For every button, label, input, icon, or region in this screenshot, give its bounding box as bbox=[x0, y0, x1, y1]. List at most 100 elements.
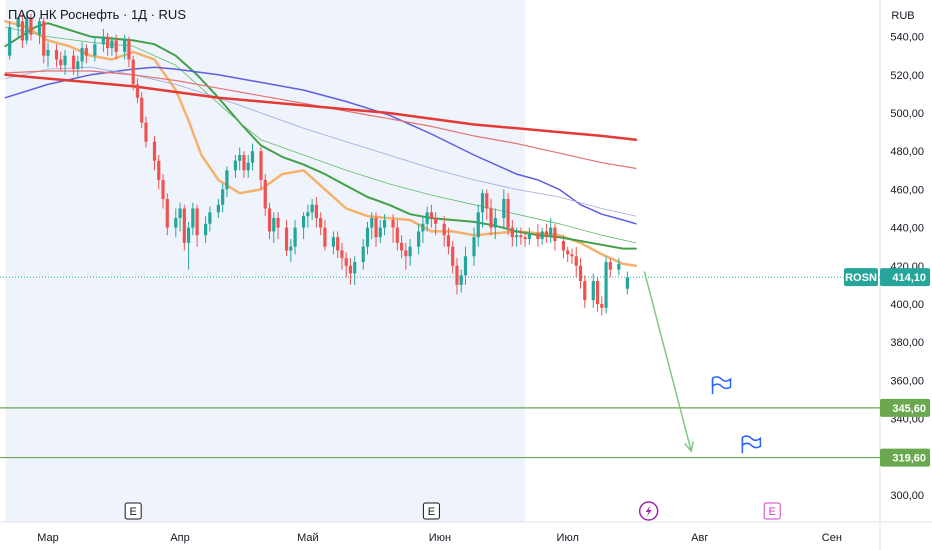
candle bbox=[306, 204, 310, 228]
candle-body bbox=[544, 231, 549, 236]
candle bbox=[382, 214, 387, 236]
candle bbox=[216, 198, 220, 219]
candle bbox=[489, 198, 493, 236]
earnings-event-icon[interactable]: E bbox=[124, 502, 142, 520]
candle-body bbox=[382, 219, 387, 228]
candle-body bbox=[455, 265, 459, 285]
candle-body bbox=[25, 17, 29, 41]
candle bbox=[284, 219, 289, 257]
candle-body bbox=[370, 218, 374, 228]
candle bbox=[608, 258, 612, 278]
candle-body bbox=[221, 189, 225, 205]
candle bbox=[429, 204, 433, 228]
candle bbox=[152, 135, 157, 171]
last-price-tag-bg bbox=[880, 268, 930, 287]
candle bbox=[519, 227, 523, 245]
candle bbox=[110, 36, 114, 56]
candle-body bbox=[110, 40, 114, 49]
candle bbox=[617, 258, 621, 276]
candle bbox=[221, 183, 225, 213]
candle-body bbox=[306, 212, 310, 217]
candle-body bbox=[540, 231, 544, 240]
candle bbox=[191, 202, 195, 236]
candle-body bbox=[595, 281, 600, 304]
candle-body bbox=[233, 160, 238, 171]
candle bbox=[463, 246, 468, 285]
candle-body bbox=[515, 235, 519, 238]
candle-body bbox=[434, 218, 438, 224]
candle bbox=[208, 206, 212, 232]
candle-body bbox=[225, 170, 229, 190]
candle-body bbox=[463, 256, 468, 276]
candle bbox=[302, 212, 306, 240]
candle-body bbox=[574, 256, 578, 266]
candle bbox=[591, 273, 595, 308]
candle-body bbox=[591, 281, 595, 301]
candle-body bbox=[93, 44, 97, 56]
flag-icon bbox=[741, 435, 762, 454]
candle-body bbox=[131, 59, 135, 85]
earnings-event-icon[interactable]: E bbox=[763, 502, 781, 520]
y-tick-label: 400,00 bbox=[890, 299, 924, 311]
candle bbox=[267, 202, 272, 240]
candle-body bbox=[20, 21, 25, 41]
candle-body bbox=[250, 151, 255, 163]
candle bbox=[233, 155, 238, 178]
candle-body bbox=[527, 233, 531, 240]
dividend-event-icon[interactable] bbox=[638, 501, 659, 521]
candle bbox=[225, 166, 229, 198]
candle bbox=[574, 246, 578, 278]
candle-body bbox=[489, 208, 493, 228]
candle-body bbox=[442, 223, 446, 236]
candle-body bbox=[600, 304, 604, 308]
last-price-tag-text: 414,10 bbox=[892, 272, 926, 284]
price-level-tag-bg bbox=[880, 398, 930, 417]
candle-body bbox=[59, 59, 63, 66]
candle-body bbox=[272, 218, 276, 232]
moving-average-line bbox=[4, 20, 638, 268]
candle bbox=[46, 42, 50, 68]
candle bbox=[561, 235, 566, 259]
candle bbox=[8, 21, 12, 60]
earnings-event-label: E bbox=[769, 506, 776, 518]
candle-body bbox=[165, 198, 169, 228]
candle bbox=[446, 227, 451, 255]
candle-body bbox=[344, 258, 348, 266]
y-tick-label: 480,00 bbox=[890, 146, 924, 158]
candle bbox=[29, 13, 33, 41]
candle-body bbox=[267, 208, 272, 232]
candle-body bbox=[451, 246, 455, 266]
candle bbox=[144, 116, 148, 148]
candle-body bbox=[144, 122, 148, 142]
candle-body bbox=[485, 193, 489, 209]
projection-arrow-line bbox=[643, 271, 692, 452]
candle bbox=[93, 36, 97, 62]
candle bbox=[391, 214, 395, 243]
candle bbox=[71, 49, 76, 75]
lightning-icon bbox=[645, 505, 652, 517]
candle bbox=[374, 212, 378, 247]
candle bbox=[310, 198, 314, 220]
candle-body bbox=[331, 237, 336, 247]
candle bbox=[250, 143, 255, 171]
candle-body bbox=[314, 204, 318, 219]
y-tick-label: 520,00 bbox=[890, 70, 924, 82]
candle bbox=[20, 13, 25, 49]
candle bbox=[523, 231, 527, 247]
x-tick-label: Апр bbox=[170, 532, 189, 544]
earnings-event-icon[interactable]: E bbox=[422, 502, 440, 520]
candle-body bbox=[570, 254, 574, 257]
candle bbox=[625, 271, 629, 295]
candle-body bbox=[625, 277, 629, 289]
candle bbox=[114, 34, 118, 60]
candle-body bbox=[263, 179, 267, 209]
candle bbox=[336, 231, 340, 259]
candle-body bbox=[323, 227, 327, 247]
x-tick-label: Июл bbox=[557, 532, 579, 544]
candle bbox=[395, 219, 399, 251]
candle-body bbox=[8, 27, 12, 56]
candle-body bbox=[319, 218, 323, 228]
earnings-event-label: E bbox=[130, 506, 137, 518]
candle-body bbox=[310, 204, 314, 213]
